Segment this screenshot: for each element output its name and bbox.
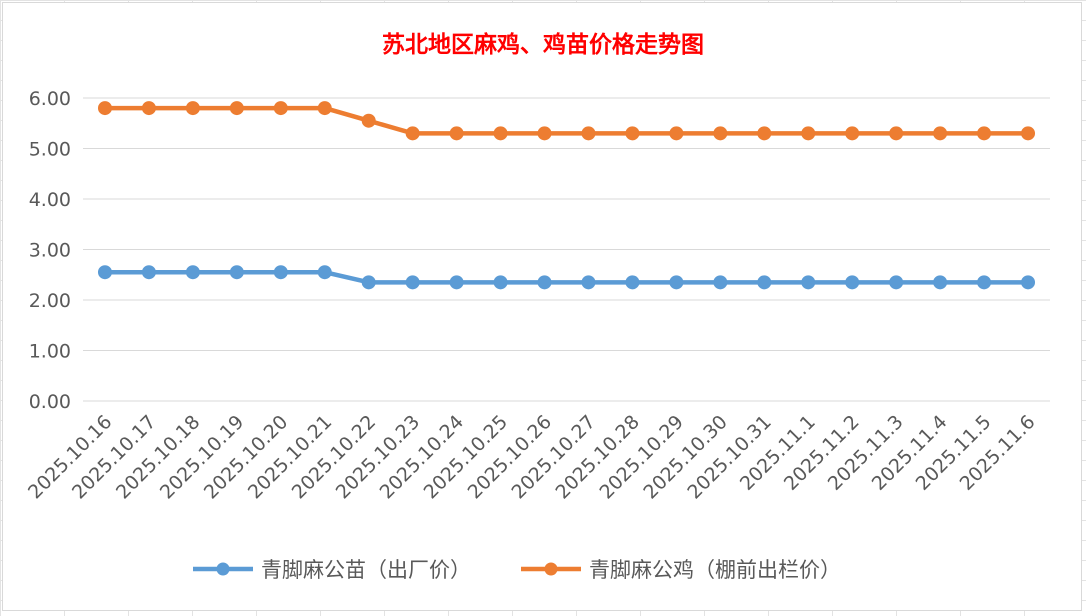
data-point [845,275,860,290]
data-point [581,275,596,290]
data-point [317,101,332,116]
data-point [625,126,640,141]
y-tick-label: 2.00 [29,290,71,312]
series-group [97,101,1036,290]
data-point [625,275,640,290]
y-tick-label: 5.00 [29,139,71,161]
y-tick-label: 3.00 [29,240,71,262]
data-point [669,126,684,141]
data-point [361,275,376,290]
legend-label: 青脚麻公鸡（棚前出栏价） [589,558,841,582]
data-point [537,275,552,290]
y-tick-label: 6.00 [29,88,71,110]
data-point [1021,275,1036,290]
data-point [933,275,948,290]
y-tick-label: 4.00 [29,189,71,211]
data-point [97,265,112,280]
data-point [1021,126,1036,141]
data-point [977,126,992,141]
data-point [273,265,288,280]
data-point [801,126,816,141]
legend: 青脚麻公苗（出厂价） 青脚麻公鸡（棚前出栏价） [193,558,841,582]
data-point [889,126,904,141]
data-point [361,113,376,128]
y-tick-label: 1.00 [29,341,71,363]
data-point [273,101,288,116]
data-point [669,275,684,290]
data-point [449,126,464,141]
data-point [801,275,816,290]
data-point [405,126,420,141]
data-point [449,275,464,290]
legend-label: 青脚麻公苗（出厂价） [261,558,471,582]
data-point [405,275,420,290]
data-point [713,275,728,290]
data-point [977,275,992,290]
data-point [493,126,508,141]
data-point [141,101,156,116]
data-point [845,126,860,141]
data-point [757,275,772,290]
data-point [229,101,244,116]
data-point [185,101,200,116]
data-point [713,126,728,141]
gridlines [83,97,1050,402]
data-point [581,126,596,141]
data-point [757,126,772,141]
y-tick-label: 0.00 [29,391,71,413]
legend-swatch-marker [544,562,558,576]
series-1 [97,265,1036,290]
data-point [889,275,904,290]
data-point [933,126,948,141]
data-point [97,101,112,116]
line-chart: 苏北地区麻鸡、鸡苗价格走势图 0.00 1.00 2.00 3.00 4.00 5.00 6… [24,31,1050,582]
data-point [317,265,332,280]
series-line [104,105,1029,136]
legend-item-2[interactable]: 青脚麻公鸡（棚前出栏价） [521,558,841,582]
legend-item-1[interactable]: 青脚麻公苗（出厂价） [193,558,471,582]
x-axis-tick-labels: 2025.10.162025.10.172025.10.182025.10.19… [24,411,1040,503]
data-point [537,126,552,141]
legend-swatch-marker [216,562,230,576]
data-point [493,275,508,290]
chart-title: 苏北地区麻鸡、鸡苗价格走势图 [382,31,704,58]
data-point [141,265,156,280]
data-point [185,265,200,280]
y-axis-tick-labels: 0.00 1.00 2.00 3.00 4.00 5.00 6.00 [29,88,71,413]
data-point [229,265,244,280]
series-2 [97,101,1036,141]
series-line [104,269,1029,285]
